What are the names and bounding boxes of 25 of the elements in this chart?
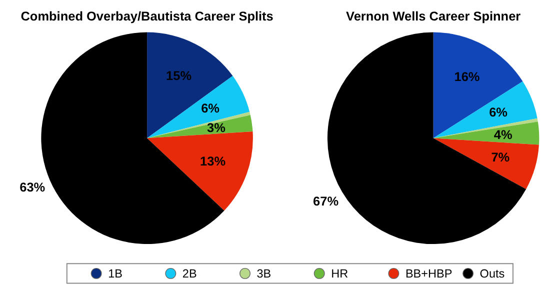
data-label: 67% [313, 194, 339, 209]
pie-slice [433, 118, 538, 138]
chart-title: Combined Overbay/Bautista Career Splits [20, 8, 274, 24]
data-label: 6% [489, 104, 508, 120]
data-label: 7% [491, 150, 510, 165]
data-label: 3% [207, 120, 226, 136]
data-label: 6% [201, 100, 220, 116]
chart-title: Vernon Wells Career Spinner [346, 8, 521, 24]
legend-label: 2B [182, 267, 197, 280]
pie-slice [433, 138, 539, 190]
legend-label: HR [331, 267, 348, 280]
data-label: 15% [166, 68, 192, 83]
pie-slice [433, 32, 523, 138]
data-label: 16% [454, 68, 480, 84]
legend-label: Outs [480, 267, 505, 280]
legend-label: BB+HBP [405, 267, 452, 280]
legend-label: 1B [108, 267, 123, 280]
legend-label: 3B [256, 267, 272, 280]
data-label: 4% [494, 126, 512, 142]
pie-slice [433, 81, 538, 138]
pie-slice [147, 32, 233, 138]
pie-slice [147, 132, 253, 211]
data-label: 13% [200, 154, 226, 169]
pie-slice [433, 122, 540, 145]
data-label: 63% [20, 180, 46, 195]
